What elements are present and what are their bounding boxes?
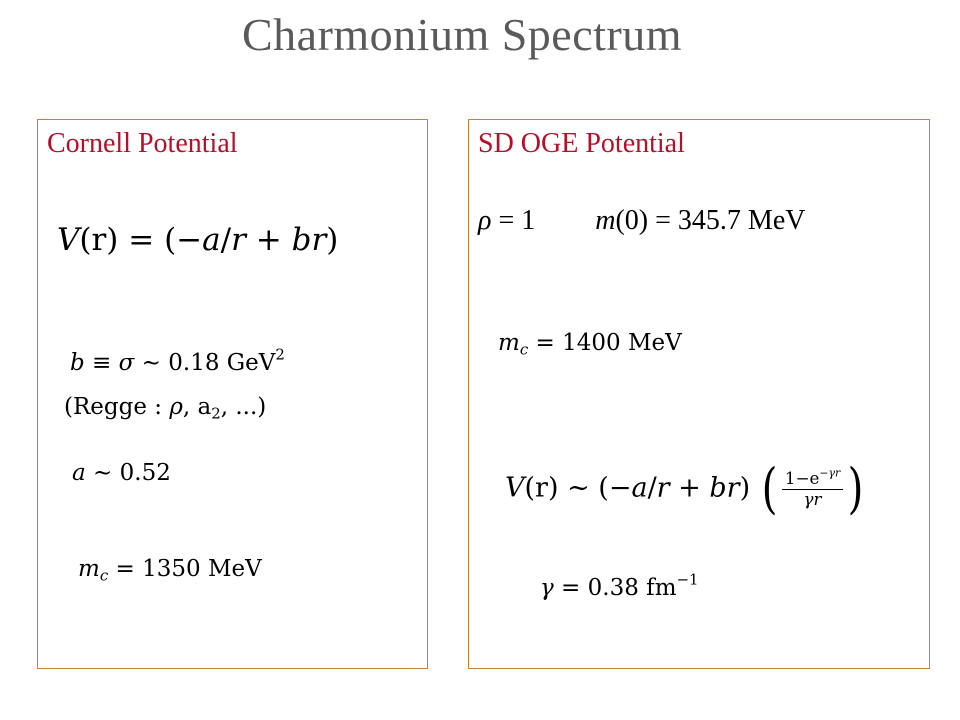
sd-oge-potential-formula: V(r) ∼ (−a/r + br) (1−e−γr γr) bbox=[505, 457, 864, 520]
sd-oge-potential-heading: SD OGE Potential bbox=[478, 128, 685, 159]
cornell-potential-panel bbox=[37, 119, 428, 669]
cornell-charm-mass: mc = 1350 MeV bbox=[78, 556, 262, 585]
slide-title: Charmonium Spectrum bbox=[241, 9, 683, 60]
sd-oge-charm-mass: mc = 1400 MeV bbox=[498, 330, 682, 359]
string-tension-formula: b ≡ σ ∼ 0.18 GeV2 bbox=[70, 345, 285, 376]
screening-fraction: 1−e−γr γr bbox=[781, 468, 844, 508]
sd-oge-parameters: ρ = 1 m(0) = 345.7 MeV bbox=[478, 205, 806, 236]
coupling-formula: a ∼ 0.52 bbox=[72, 460, 171, 486]
regge-note: (Regge : ρ, a2, ...) bbox=[64, 394, 267, 423]
gamma-formula: γ = 0.38 fm−1 bbox=[540, 570, 699, 601]
cornell-potential-heading: Cornell Potential bbox=[47, 128, 238, 159]
cornell-potential-formula: V(r) = (−a/r + br) bbox=[57, 222, 339, 258]
sd-oge-potential-panel bbox=[468, 119, 930, 669]
